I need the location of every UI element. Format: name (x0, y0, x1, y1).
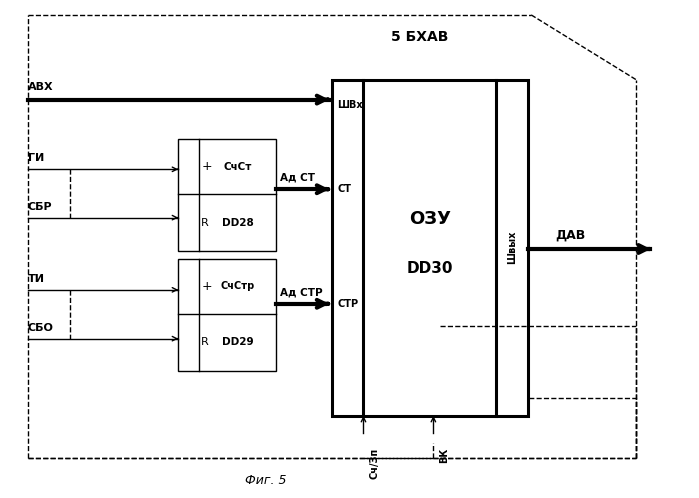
FancyBboxPatch shape (178, 259, 276, 371)
Text: ШВх: ШВх (338, 100, 363, 110)
Text: СТР: СТР (338, 299, 359, 309)
Text: DD30: DD30 (407, 261, 453, 276)
Text: R: R (201, 218, 209, 228)
Text: Ад СТ: Ад СТ (280, 173, 315, 183)
Text: 5 БХАВ: 5 БХАВ (391, 30, 448, 44)
Text: +: + (201, 280, 212, 293)
Text: Фиг. 5: Фиг. 5 (245, 474, 287, 487)
Text: +: + (201, 160, 212, 173)
Text: DD29: DD29 (222, 337, 254, 348)
Text: СчСт: СчСт (224, 162, 252, 172)
Text: DD28: DD28 (222, 218, 254, 228)
Text: СБО: СБО (28, 323, 54, 333)
Text: ГИ: ГИ (28, 153, 44, 163)
Text: ВК: ВК (439, 448, 449, 464)
Text: АВХ: АВХ (28, 82, 54, 92)
Text: Сч/Зп: Сч/Зп (369, 448, 379, 480)
Text: ТИ: ТИ (28, 274, 45, 284)
Text: Швых: Швых (507, 231, 517, 264)
Text: Ад СТР: Ад СТР (280, 287, 322, 297)
FancyBboxPatch shape (332, 80, 528, 416)
Text: СБР: СБР (28, 202, 52, 212)
FancyBboxPatch shape (178, 139, 276, 251)
Text: R: R (201, 337, 209, 348)
Text: СТ: СТ (338, 184, 352, 194)
Text: ДАВ: ДАВ (556, 229, 586, 242)
Text: СчСтр: СчСтр (221, 281, 254, 291)
Text: ОЗУ: ОЗУ (409, 210, 451, 228)
